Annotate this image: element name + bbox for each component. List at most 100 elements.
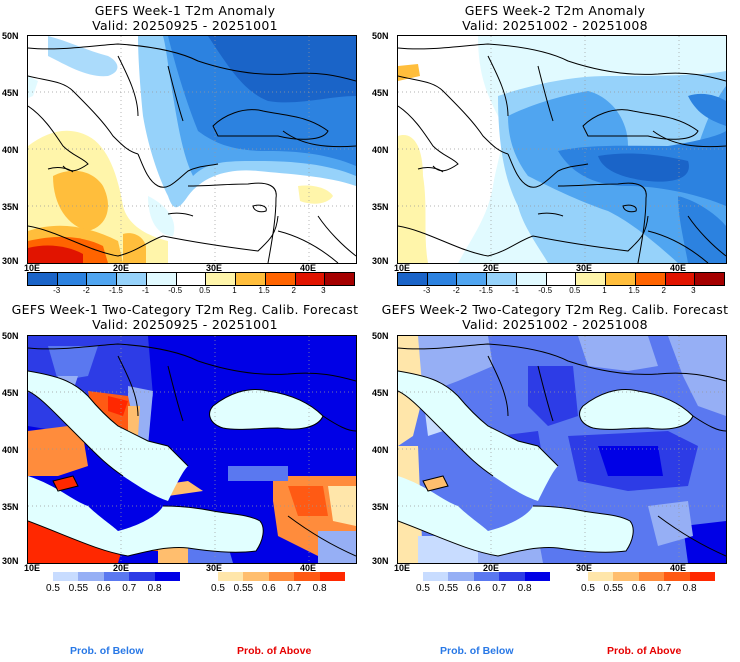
colorbar-segment — [103, 572, 130, 581]
lat-label: 45N — [2, 88, 19, 98]
colorbar-tick-label: 0.55 — [68, 583, 89, 594]
colorbar-segment — [295, 273, 326, 285]
colorbar-segment — [606, 273, 636, 285]
colorbar-tick-label: 3 — [691, 286, 696, 295]
colorbar-tick-label: -1 — [511, 286, 520, 295]
panel-title: GEFS Week-1 T2m Anomaly — [94, 3, 276, 18]
colorbar-segment — [319, 572, 345, 581]
lon-label: 20E — [113, 263, 130, 273]
panel-valid-dates: Valid: 20250925 - 20251001 — [92, 317, 278, 332]
colorbar-segment — [473, 572, 500, 581]
colorbar-tick-label: 0.6 — [466, 583, 481, 594]
lat-label: 45N — [2, 388, 19, 398]
prob-above-caption: Prob. of Above — [237, 645, 312, 657]
lon-label: 10E — [24, 263, 41, 273]
colorbar-tick-label: 0.8 — [682, 583, 697, 594]
lon-label: 30E — [206, 263, 223, 273]
panel-title: GEFS Week-2 Two-Category T2m Reg. Calib.… — [381, 302, 729, 317]
colorbar-segment — [268, 572, 295, 581]
colorbar-tick-label: 0.55 — [603, 583, 624, 594]
lat-label: 35N — [2, 502, 19, 512]
colorbar-tick-label: -2 — [82, 286, 90, 295]
colorbar-segment — [398, 273, 428, 285]
colorbar-tick-label: 0.5 — [211, 583, 225, 594]
lat-label: 35N — [372, 502, 389, 512]
colorbar-segment — [427, 273, 458, 285]
panel-title: GEFS Week-1 Two-Category T2m Reg. Calib.… — [11, 302, 359, 317]
map-week2-anomaly — [397, 35, 727, 264]
colorbar-segment — [695, 273, 725, 285]
colorbar-segment — [665, 273, 696, 285]
prob-above-colorbar — [218, 572, 345, 581]
colorbar-tick-label: 0.8 — [517, 583, 532, 594]
colorbar-tick-label: 1.5 — [258, 286, 270, 295]
lon-label: 20E — [113, 563, 130, 573]
colorbar-segment — [588, 572, 614, 581]
lon-label: 10E — [24, 563, 41, 573]
colorbar-tick-label: -1.5 — [109, 286, 123, 295]
panel-title: GEFS Week-2 T2m Anomaly — [464, 3, 646, 18]
colorbar-tick-label: 1 — [602, 286, 607, 295]
lat-label: 40N — [372, 145, 389, 155]
colorbar-segment — [448, 572, 474, 581]
colorbar-segment — [576, 273, 607, 285]
colorbar-tick-label: -2 — [452, 286, 460, 295]
lon-label: 30E — [576, 263, 593, 273]
prob-below-caption: Prob. of Below — [440, 645, 514, 657]
colorbar-tick-label: 2 — [661, 286, 666, 295]
colorbar-tick-label: 1 — [232, 286, 237, 295]
colorbar-segment — [218, 572, 244, 581]
map-week1-twocat — [27, 335, 357, 564]
colorbar-segment — [546, 273, 577, 285]
colorbar-tick-label: 0.5 — [199, 286, 211, 295]
panel-week1-anomaly: GEFS Week-1 T2m Anomaly Valid: 20250925 … — [0, 0, 370, 300]
colorbar-segment — [499, 572, 525, 581]
lon-label: 30E — [206, 563, 223, 573]
colorbar-segment — [154, 572, 180, 581]
colorbar-segment — [146, 273, 177, 285]
lon-label: 10E — [394, 563, 411, 573]
colorbar-tick-label: -0.5 — [538, 286, 553, 295]
colorbar-tick-label: 3 — [321, 286, 326, 295]
colorbar-tick-label: 0.5 — [46, 583, 60, 594]
prob-above-colorbar — [588, 572, 715, 581]
colorbar-segment — [457, 273, 488, 285]
lon-label: 40E — [670, 263, 687, 273]
lon-label: 40E — [300, 263, 317, 273]
colorbar-segment — [423, 572, 449, 581]
colorbar-segment — [206, 273, 237, 285]
prob-below-colorbar — [423, 572, 550, 581]
colorbar-tick-label: 0.8 — [312, 583, 327, 594]
colorbar-segment — [53, 572, 79, 581]
panel-week2-anomaly: GEFS Week-2 T2m Anomaly Valid: 20251002 … — [370, 0, 740, 300]
colorbar-segment — [176, 273, 207, 285]
colorbar-segment — [236, 273, 266, 285]
lat-label: 40N — [2, 145, 19, 155]
colorbar-tick-label: 1.5 — [628, 286, 640, 295]
colorbar-tick-label: 0.6 — [631, 583, 646, 594]
colorbar-tick-label: 0.5 — [581, 583, 595, 594]
lat-label: 45N — [372, 88, 389, 98]
panel-week1-twocat: GEFS Week-1 Two-Category T2m Reg. Calib.… — [0, 300, 370, 600]
colorbar-tick-label: 0.7 — [287, 583, 302, 594]
prob-below-caption: Prob. of Below — [70, 645, 144, 657]
map-week2-twocat — [397, 335, 727, 564]
lon-label: 10E — [394, 263, 411, 273]
colorbar-tick-label: 0.8 — [147, 583, 162, 594]
lon-label: 20E — [483, 263, 500, 273]
lat-label: 30N — [2, 256, 19, 266]
lat-label: 30N — [372, 256, 389, 266]
lon-label: 40E — [670, 563, 687, 573]
colorbar-tick-label: 0.6 — [261, 583, 276, 594]
panel-week2-twocat: GEFS Week-2 Two-Category T2m Reg. Calib.… — [370, 300, 740, 600]
colorbar-segment — [516, 273, 547, 285]
colorbar-segment — [638, 572, 665, 581]
colorbar-tick-label: 0.7 — [122, 583, 137, 594]
colorbar-segment — [524, 572, 550, 581]
lat-label: 50N — [372, 331, 389, 341]
lat-label: 35N — [372, 202, 389, 212]
colorbar-segment — [294, 572, 320, 581]
lat-label: 45N — [372, 388, 389, 398]
colorbar-tick-label: -0.5 — [168, 286, 183, 295]
colorbar-tick-label: 0.55 — [438, 583, 459, 594]
